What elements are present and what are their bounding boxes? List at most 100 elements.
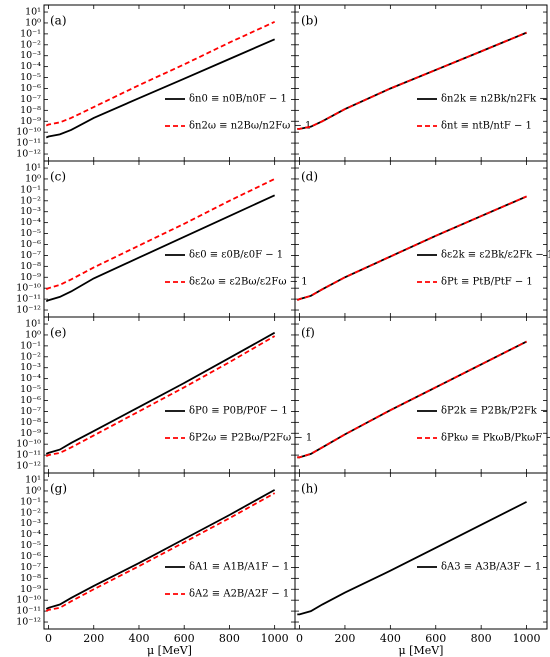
- y-tick-label: 10⁻¹: [20, 340, 41, 351]
- y-tick-label: 10⁻¹⁰: [16, 283, 41, 294]
- y-tick-label: 10⁻¹²: [16, 461, 41, 472]
- data-line: [45, 194, 276, 303]
- legend-label: δnt ≡ ntB/ntF − 1: [441, 121, 532, 132]
- data-line: [297, 501, 527, 616]
- panel-frame: [294, 472, 548, 630]
- x-tick-label: 400: [128, 632, 149, 645]
- y-tick-label: 10⁻¹⁰: [16, 127, 41, 138]
- y-tick-label: 10¹: [25, 475, 41, 486]
- x-axis-label: μ [MeV]: [147, 644, 192, 657]
- legend-label: δε2ω ≡ ε2Bω/ε2Fω − 1: [189, 277, 308, 288]
- y-tick-label: 10⁻²: [20, 507, 41, 518]
- legend-label: δA1 ≡ A1B/A1F − 1: [189, 562, 289, 573]
- panel-frame: [294, 160, 548, 318]
- panel-label: (g): [50, 482, 67, 496]
- y-tick-label: 10⁻⁵: [20, 228, 41, 239]
- x-tick-label: 1000: [513, 632, 541, 645]
- y-tick-label: 10⁻¹⁰: [16, 439, 41, 450]
- y-tick-label: 10⁻⁷: [20, 406, 41, 417]
- x-tick-label: 0: [45, 632, 52, 645]
- y-tick-label: 10⁻²: [20, 351, 41, 362]
- y-tick-label: 10⁻⁷: [20, 250, 41, 261]
- y-tick-label: 10⁻³: [20, 50, 41, 61]
- y-tick-label: 10¹: [25, 163, 41, 174]
- y-tick-label: 10⁻¹: [20, 28, 41, 39]
- y-tick-label: 10⁻¹: [20, 184, 41, 195]
- y-tick-label: 10⁻⁷: [20, 562, 41, 573]
- x-tick-label: 200: [334, 632, 355, 645]
- x-tick-label: 800: [219, 632, 240, 645]
- data-line: [45, 38, 276, 139]
- legend-label: δn2k ≡ n2Bk/n2Fk − 1: [441, 94, 550, 105]
- legend-label: δA2 ≡ A2B/A2F − 1: [189, 589, 289, 600]
- data-line: [296, 195, 527, 302]
- y-tick-label: 10⁻³: [20, 518, 41, 529]
- y-tick-label: 10⁻¹²: [16, 305, 41, 316]
- legend-label: δP0 ≡ P0B/P0F − 1: [189, 406, 288, 417]
- panel-label: (c): [50, 170, 66, 184]
- x-axis-label: μ [MeV]: [399, 644, 444, 657]
- data-line: [45, 178, 276, 291]
- y-tick-label: 10⁻⁴: [20, 529, 41, 540]
- data-line: [45, 492, 276, 612]
- x-tick-label: 1000: [261, 632, 289, 645]
- data-line: [297, 31, 527, 130]
- data-line: [45, 331, 276, 455]
- panel-label: (b): [301, 14, 318, 28]
- legend-label: δP2k ≡ P2Bk/P2Fk − 1: [441, 406, 550, 417]
- panel-label: (e): [50, 326, 66, 340]
- y-tick-label: 10⁻³: [20, 206, 41, 217]
- panel-label: (f): [301, 326, 315, 340]
- y-tick-label: 10⁻⁴: [20, 61, 41, 72]
- y-tick-label: 10⁻³: [20, 362, 41, 373]
- legend-label: δε2k ≡ ε2Bk/ε2Fk − 1: [441, 250, 550, 261]
- legend-label: δn2ω ≡ n2Bω/n2Fω − 1: [189, 121, 311, 132]
- panel-frame: [43, 160, 296, 318]
- y-tick-label: 10⁻⁵: [20, 540, 41, 551]
- y-tick-label: 10⁻⁶: [20, 395, 41, 406]
- data-line: [45, 489, 276, 610]
- y-tick-label: 10⁰: [25, 17, 41, 28]
- y-tick-label: 10⁻¹¹: [16, 450, 41, 461]
- y-tick-label: 10⁻⁸: [20, 261, 41, 272]
- y-tick-label: 10¹: [25, 7, 41, 18]
- y-tick-label: 10⁰: [25, 173, 41, 184]
- legend-label: δPkω ≡ PkωB/PkωF − 1: [441, 433, 550, 444]
- y-tick-label: 10⁻⁴: [20, 373, 41, 384]
- legend-label: δA3 ≡ A3B/A3F − 1: [441, 562, 541, 573]
- legend-label: δP2ω ≡ P2Bω/P2Fω − 1: [189, 433, 312, 444]
- x-tick-label: 0: [296, 632, 303, 645]
- y-tick-label: 10⁻⁶: [20, 551, 41, 562]
- y-tick-label: 10⁻¹²: [16, 149, 41, 160]
- y-tick-label: 10⁻²: [20, 39, 41, 50]
- y-tick-label: 10⁻¹¹: [16, 606, 41, 617]
- y-tick-label: 10⁻¹¹: [16, 294, 41, 305]
- y-tick-label: 10⁻⁶: [20, 83, 41, 94]
- x-tick-label: 200: [83, 632, 104, 645]
- y-tick-label: 10⁰: [25, 485, 41, 496]
- x-tick-label: 400: [380, 632, 401, 645]
- y-tick-label: 10⁻⁹: [20, 116, 41, 127]
- y-tick-label: 10⁻²: [20, 195, 41, 206]
- y-tick-label: 10¹: [25, 319, 41, 330]
- data-line: [45, 335, 276, 458]
- y-tick-label: 10⁻¹¹: [16, 138, 41, 149]
- panel-frame: [43, 4, 296, 162]
- y-tick-label: 10⁰: [25, 329, 41, 340]
- panel-frame: [294, 4, 548, 162]
- panel-label: (h): [301, 482, 318, 496]
- x-tick-label: 600: [174, 632, 195, 645]
- y-tick-label: 10⁻¹⁰: [16, 595, 41, 606]
- y-tick-label: 10⁻⁵: [20, 72, 41, 83]
- x-tick-label: 600: [425, 632, 446, 645]
- y-tick-label: 10⁻⁸: [20, 417, 41, 428]
- y-tick-label: 10⁻⁵: [20, 384, 41, 395]
- data-line: [45, 21, 276, 127]
- y-tick-label: 10⁻¹²: [16, 617, 41, 628]
- legend-label: δn0 ≡ n0B/n0F − 1: [189, 94, 287, 105]
- legend-label: δε0 ≡ ε0B/ε0F − 1: [189, 250, 283, 261]
- y-tick-label: 10⁻⁴: [20, 217, 41, 228]
- legend-label: δPt ≡ PtB/PtF − 1: [441, 277, 533, 288]
